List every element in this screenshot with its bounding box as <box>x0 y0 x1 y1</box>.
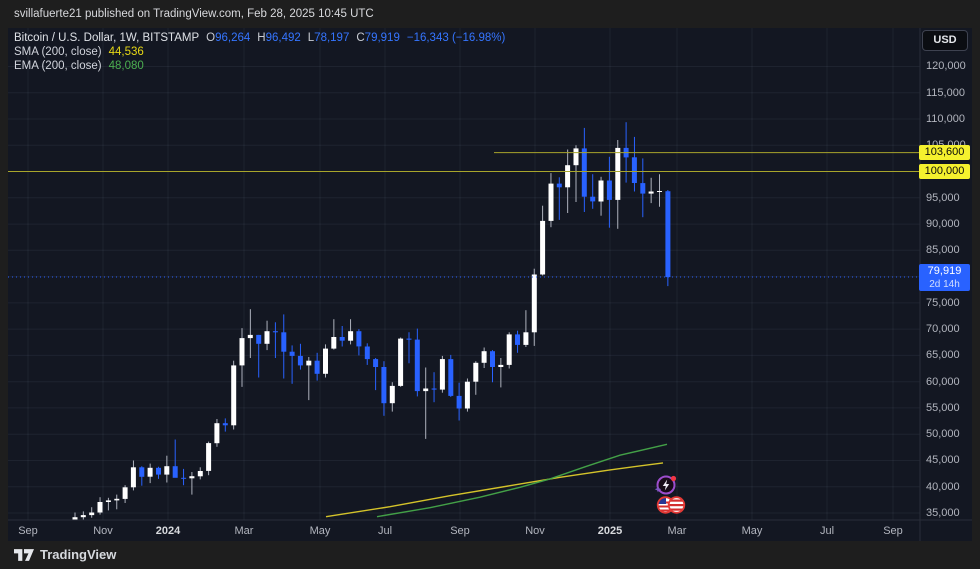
ema-label: EMA (200, close) <box>14 60 102 72</box>
change-value: −16,343 (−16.98%) <box>406 32 506 44</box>
time-tick-label: Mar <box>667 525 687 537</box>
price-tick-label: 40,000 <box>926 480 960 493</box>
tradingview-link[interactable]: TradingView <box>14 547 116 562</box>
time-tick-label: Sep <box>883 525 903 537</box>
tradingview-logo-icon <box>14 548 34 561</box>
sma-value: 44,536 <box>108 46 144 58</box>
flag-reactions-icon[interactable] <box>656 495 688 520</box>
ohlc-value: 96,492 <box>265 32 301 44</box>
ohlc-key: O <box>206 32 216 44</box>
price-tick-label: 55,000 <box>926 401 960 414</box>
ohlc-value: 96,264 <box>215 32 251 44</box>
ema-value: 48,080 <box>108 60 144 72</box>
boost-lightning-icon[interactable] <box>654 473 678 502</box>
price-tick-label: 120,000 <box>926 60 966 73</box>
symbol-title: Bitcoin / U.S. Dollar, 1W, BITSTAMP <box>14 32 200 44</box>
price-tick-label: 115,000 <box>926 86 965 99</box>
time-tick-label: Jul <box>377 525 393 537</box>
chart-surface[interactable] <box>8 28 972 541</box>
ohlc-values: O96,264 H96,492 L78,197 C79,919 <box>199 32 400 44</box>
price-tick-label: 75,000 <box>926 296 960 309</box>
time-tick-label: Jul <box>819 525 835 537</box>
last-price-tag: 79,919 2d 14h <box>919 263 970 291</box>
ohlc-value: 79,919 <box>364 32 400 44</box>
time-tick-label: Mar <box>234 525 254 537</box>
time-tick-label: Sep <box>450 525 470 537</box>
price-tick-label: 60,000 <box>926 375 960 388</box>
time-tick-label: May <box>309 525 331 537</box>
price-tick-label: 70,000 <box>926 323 960 336</box>
time-tick-label: 2025 <box>597 525 623 537</box>
published-bar: svillafuerte21 published on TradingView.… <box>0 0 980 28</box>
ema-row: EMA (200, close) 48,080 <box>14 59 505 73</box>
time-tick-label: 2024 <box>155 525 181 537</box>
price-tick-label: 35,000 <box>926 507 960 519</box>
sma-row: SMA (200, close) 44,536 <box>14 45 505 59</box>
footer-bar: TradingView <box>0 541 980 569</box>
currency-button[interactable]: USD <box>922 30 968 51</box>
price-level-tag: 103,600 <box>919 145 970 161</box>
ohlc-key: H <box>257 32 266 44</box>
chart-legend: Bitcoin / U.S. Dollar, 1W, BITSTAMP O96,2… <box>14 31 505 73</box>
price-tick-label: 85,000 <box>926 244 960 257</box>
price-tick-label: 65,000 <box>926 349 960 362</box>
ohlc-key: C <box>356 32 365 44</box>
price-level-tag: 100,000 <box>919 164 970 180</box>
symbol-row: Bitcoin / U.S. Dollar, 1W, BITSTAMP O96,2… <box>14 31 505 45</box>
price-tick-label: 45,000 <box>926 454 960 467</box>
price-tick-label: 50,000 <box>926 428 960 441</box>
ohlc-value: 78,197 <box>314 32 350 44</box>
time-tick-label: Nov <box>93 525 113 537</box>
sma-label: SMA (200, close) <box>14 46 102 58</box>
ohlc-key: L <box>307 32 315 44</box>
brand-name: TradingView <box>40 547 117 562</box>
time-tick-label: Nov <box>525 525 545 537</box>
time-tick-label: May <box>741 525 763 537</box>
time-axis[interactable]: Sep Nov 2024 Mar May Jul Sep Nov 2025 Mar May Jul Se… <box>8 520 972 541</box>
price-tick-label: 95,000 <box>926 191 960 204</box>
price-tick-label: 110,000 <box>926 113 965 125</box>
time-tick-label: Sep <box>18 525 38 537</box>
published-text: svillafuerte21 published on TradingView.… <box>14 8 374 20</box>
price-tick-label: 90,000 <box>926 218 960 231</box>
